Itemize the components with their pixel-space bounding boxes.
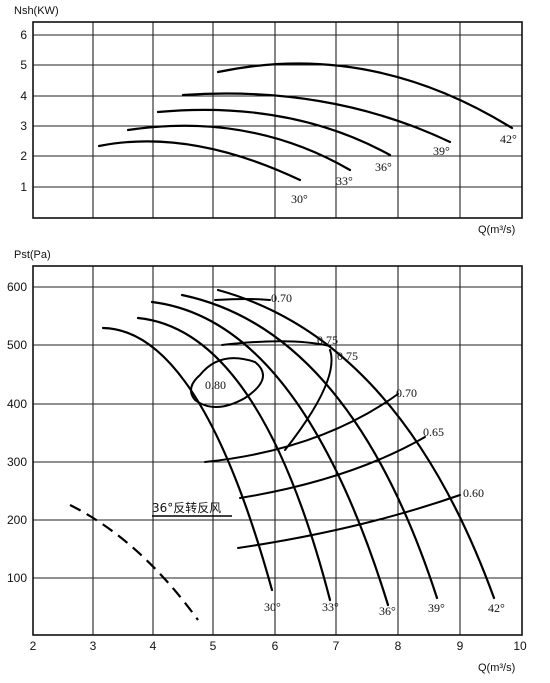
reverse-air-annotation: 36°反转反风 <box>152 500 221 515</box>
pressure-series-label: 42° <box>488 601 505 615</box>
efficiency-label: 0.75 <box>337 349 358 363</box>
power-y-tick: 1 <box>20 180 27 194</box>
power-curve-30 <box>97 140 302 182</box>
power-y-ticks: 1 2 3 4 5 6 <box>20 28 27 194</box>
power-x-axis-label: Q(m³/s) <box>478 224 515 236</box>
pressure-series-label: 33° <box>322 600 339 614</box>
power-y-tick: 2 <box>20 149 27 163</box>
pressure-series-label: 36° <box>379 604 396 618</box>
power-y-tick: 4 <box>20 89 27 103</box>
pressure-x-tick: 4 <box>150 639 157 653</box>
pressure-series-label: 39° <box>428 601 445 615</box>
efficiency-curve-0.70-top <box>214 298 271 301</box>
power-curve-39 <box>181 92 452 144</box>
pressure-x-ticks: 2 3 4 5 6 7 8 9 10 <box>30 639 527 653</box>
power-chart: 1 2 3 4 5 6 Nsh(KW) Q(m³/s) 30° 33° 36° … <box>14 5 523 236</box>
pressure-x-tick: 8 <box>395 639 402 653</box>
reverse-air-dashed-curve <box>69 504 199 621</box>
power-chart-frame <box>32 21 523 219</box>
power-series-label: 42° <box>500 132 517 146</box>
power-curve-33 <box>126 124 352 172</box>
power-y-tick: 5 <box>20 58 27 72</box>
pressure-x-axis-label: Q(m³/s) <box>478 662 515 674</box>
power-chart-grid <box>33 22 522 218</box>
power-curve-42 <box>216 62 514 130</box>
efficiency-curve-0.75-right <box>284 349 333 451</box>
pressure-y-tick: 100 <box>7 571 27 585</box>
power-curve-36 <box>156 108 392 157</box>
pressure-curve-39 <box>180 293 439 600</box>
pressure-y-tick: 300 <box>7 455 27 469</box>
pressure-curve-30 <box>101 326 274 592</box>
efficiency-curve-0.70 <box>204 393 399 463</box>
efficiency-island-0.80 <box>190 357 264 408</box>
pressure-y-tick: 200 <box>7 513 27 527</box>
efficiency-curve-0.60 <box>237 494 461 549</box>
efficiency-label: 0.70 <box>271 291 292 305</box>
efficiency-curve-0.75-top <box>221 340 331 347</box>
pressure-y-tick: 600 <box>7 280 27 294</box>
efficiency-label: 0.60 <box>463 486 484 500</box>
efficiency-label: 0.75 <box>317 333 338 347</box>
pressure-x-tick: 9 <box>457 639 464 653</box>
power-series-label: 33° <box>336 174 353 188</box>
pressure-x-tick: 7 <box>333 639 340 653</box>
power-series-label: 36° <box>375 160 392 174</box>
power-y-axis-label: Nsh(KW) <box>14 5 59 17</box>
pressure-curve-42 <box>216 288 496 600</box>
pressure-chart-frame <box>32 265 523 636</box>
pressure-x-tick: 3 <box>90 639 97 653</box>
efficiency-label: 0.80 <box>205 378 226 392</box>
pressure-chart: 100 200 300 400 500 600 2 3 4 5 6 7 8 9 … <box>7 249 527 674</box>
power-series-label: 30° <box>291 192 308 206</box>
power-y-tick: 6 <box>20 28 27 42</box>
efficiency-curve-0.65 <box>239 436 426 499</box>
power-series-label: 39° <box>433 144 450 158</box>
pressure-y-tick: 500 <box>7 338 27 352</box>
pressure-y-tick: 400 <box>7 397 27 411</box>
efficiency-label: 0.65 <box>423 425 444 439</box>
pressure-x-tick: 5 <box>210 639 217 653</box>
pressure-y-ticks: 100 200 300 400 500 600 <box>7 280 27 585</box>
pressure-x-tick: 10 <box>513 639 527 653</box>
power-y-tick: 3 <box>20 119 27 133</box>
pressure-curve-36 <box>150 300 390 607</box>
pressure-x-tick: 6 <box>272 639 279 653</box>
pressure-curve-33 <box>136 316 332 602</box>
efficiency-label: 0.70 <box>396 386 417 400</box>
pressure-y-axis-label: Pst(Pa) <box>14 249 51 261</box>
pressure-x-tick: 2 <box>30 639 37 653</box>
pressure-series-label: 30° <box>264 600 281 614</box>
